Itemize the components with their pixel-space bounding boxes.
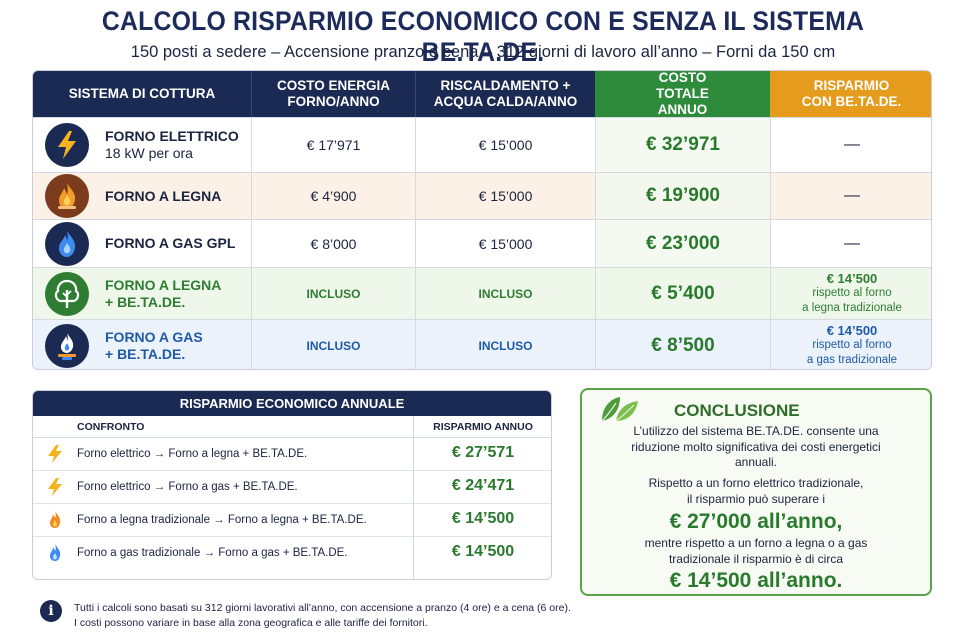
saving-value: € 14’500 (451, 543, 515, 560)
list-item: Forno elettrico → Forno a legna + BE.TA.… (33, 438, 551, 471)
saving-value: — (770, 173, 931, 219)
saving-value: € 14’500 rispetto al forno a gas tradizi… (770, 320, 931, 369)
table-row: FORNO A LEGNA + BE.TA.DE. INCLUSO INCLUS… (33, 267, 931, 319)
gas-flame-icon (50, 544, 61, 561)
row-name: FORNO A LEGNA (105, 187, 222, 204)
header-energy: COSTO ENERGIA FORNO/ANNO (251, 71, 415, 117)
row-name: FORNO A GAS (105, 328, 203, 345)
row-subname: 18 kW per ora (105, 145, 193, 161)
list-item: Forno elettrico → Forno a gas + BE.TA.DE… (33, 471, 551, 504)
cost-table: SISTEMA DI COTTURA COSTO ENERGIA FORNO/A… (32, 70, 932, 370)
header-total: COSTO TOTALE ANNUO (595, 71, 770, 117)
gas-flame-icon (45, 221, 89, 266)
heating-cost: INCLUSO (415, 320, 595, 369)
row-name: FORNO A LEGNA (105, 276, 222, 293)
conclusion-text: tradizionale il risparmio è di circa (668, 551, 844, 566)
total-cost: € 19’900 (595, 173, 770, 219)
lightning-icon (48, 445, 62, 463)
conclusion-text: riduzione molto significativa dei costi … (631, 439, 881, 454)
table-row: FORNO A LEGNA € 4’900 € 15’000 € 19’900 … (33, 172, 931, 219)
saving-value: — (770, 118, 931, 172)
saving-value: € 14’500 rispetto al forno a legna tradi… (770, 268, 931, 319)
compare-text: Forno a legna tradizionale → Forno a leg… (77, 514, 367, 526)
saving-value: — (770, 220, 931, 267)
energy-cost: € 17’971 (251, 118, 415, 172)
savings-title: RISPARMIO ECONOMICO ANNUALE (33, 391, 551, 416)
lightning-icon (48, 478, 62, 496)
col-compare: CONFRONTO (77, 421, 145, 433)
total-cost: € 32’971 (595, 118, 770, 172)
footnote: Tutti i calcoli sono basati su 312 giorn… (74, 601, 571, 631)
leaf-icon (601, 397, 638, 422)
saving-value: € 27’571 (451, 444, 515, 461)
compare-text: Forno elettrico → Forno a gas + BE.TA.DE… (77, 481, 298, 493)
list-item: Forno a gas tradizionale → Forno a gas +… (33, 537, 551, 570)
lightning-icon (45, 123, 89, 167)
conclusion-highlight: € 14’500 all’anno. (669, 569, 843, 592)
saving-note: a gas tradizionale (806, 354, 898, 366)
heating-cost: € 15’000 (415, 118, 595, 172)
energy-cost: INCLUSO (251, 268, 415, 319)
saving-amount: € 14’500 (826, 271, 878, 286)
conclusion-text: mentre rispetto a un forno a legna o a g… (644, 536, 868, 550)
footnote-line: I costi possono variare in base alla zon… (74, 617, 428, 629)
header-heating: RISCALDAMENTO + ACQUA CALDA/ANNO (415, 71, 595, 117)
saving-note: rispetto al forno (812, 287, 892, 299)
row-subname: + BE.TA.DE. (105, 293, 186, 310)
row-name: FORNO ELETTRICO (105, 128, 239, 144)
saving-note: a legna tradizionale (802, 302, 902, 314)
saving-note: rispetto al forno (812, 339, 892, 351)
fire-icon (50, 511, 61, 528)
page-title: CALCOLO RISPARMIO ECONOMICO CON E SENZA … (101, 6, 865, 67)
saving-value: € 14’500 (451, 510, 515, 527)
conclusion-text: il risparmio può superare i (686, 491, 826, 506)
conclusion-text: Rispetto a un forno elettrico tradiziona… (648, 476, 864, 490)
table-row: FORNO A GAS GPL € 8’000 € 15’000 € 23’00… (33, 219, 931, 267)
compare-text: Forno a gas tradizionale → Forno a gas +… (77, 547, 348, 559)
saving-value: € 24’471 (451, 477, 515, 494)
header-system: SISTEMA DI COTTURA (33, 71, 251, 117)
saving-amount: € 14’500 (826, 323, 878, 338)
conclusion-text: annuali. (734, 455, 778, 469)
heating-cost: € 15’000 (415, 173, 595, 219)
gas-burner-icon (45, 323, 89, 368)
energy-cost: INCLUSO (251, 320, 415, 369)
fire-icon (45, 174, 89, 218)
info-icon: i (40, 600, 62, 622)
list-item: Forno a legna tradizionale → Forno a leg… (33, 504, 551, 537)
page-subtitle: 150 posti a sedere – Accensione pranzo e… (130, 43, 836, 61)
row-name: FORNO A GAS GPL (105, 235, 236, 251)
header-saving: RISPARMIO CON BE.TA.DE. (770, 71, 931, 117)
annual-savings-table: RISPARMIO ECONOMICO ANNUALE CONFRONTO RI… (32, 390, 552, 580)
total-cost: € 23’000 (595, 220, 770, 267)
footnote-line: Tutti i calcoli sono basati su 312 giorn… (74, 602, 571, 614)
tree-icon (45, 271, 89, 316)
conclusion-box: CONCLUSIONE L’utilizzo del sistema BE.TA… (580, 388, 932, 596)
total-cost: € 8’500 (595, 320, 770, 369)
row-subname: + BE.TA.DE. (105, 345, 186, 362)
table-row: FORNO A GAS + BE.TA.DE. INCLUSO INCLUSO … (33, 319, 931, 369)
table-row: FORNO ELETTRICO 18 kW per ora € 17’971 €… (33, 117, 931, 172)
energy-cost: € 4’900 (251, 173, 415, 219)
total-cost: € 5’400 (595, 268, 770, 319)
heating-cost: INCLUSO (415, 268, 595, 319)
energy-cost: € 8’000 (251, 220, 415, 267)
compare-text: Forno elettrico → Forno a legna + BE.TA.… (77, 448, 308, 460)
col-saving: RISPARMIO ANNUO (433, 421, 533, 433)
conclusion-highlight: € 27’000 all’anno, (669, 510, 843, 533)
conclusion-title: CONCLUSIONE (674, 401, 800, 420)
conclusion-text: L’utilizzo del sistema BE.TA.DE. consent… (633, 424, 879, 438)
heating-cost: € 15’000 (415, 220, 595, 267)
